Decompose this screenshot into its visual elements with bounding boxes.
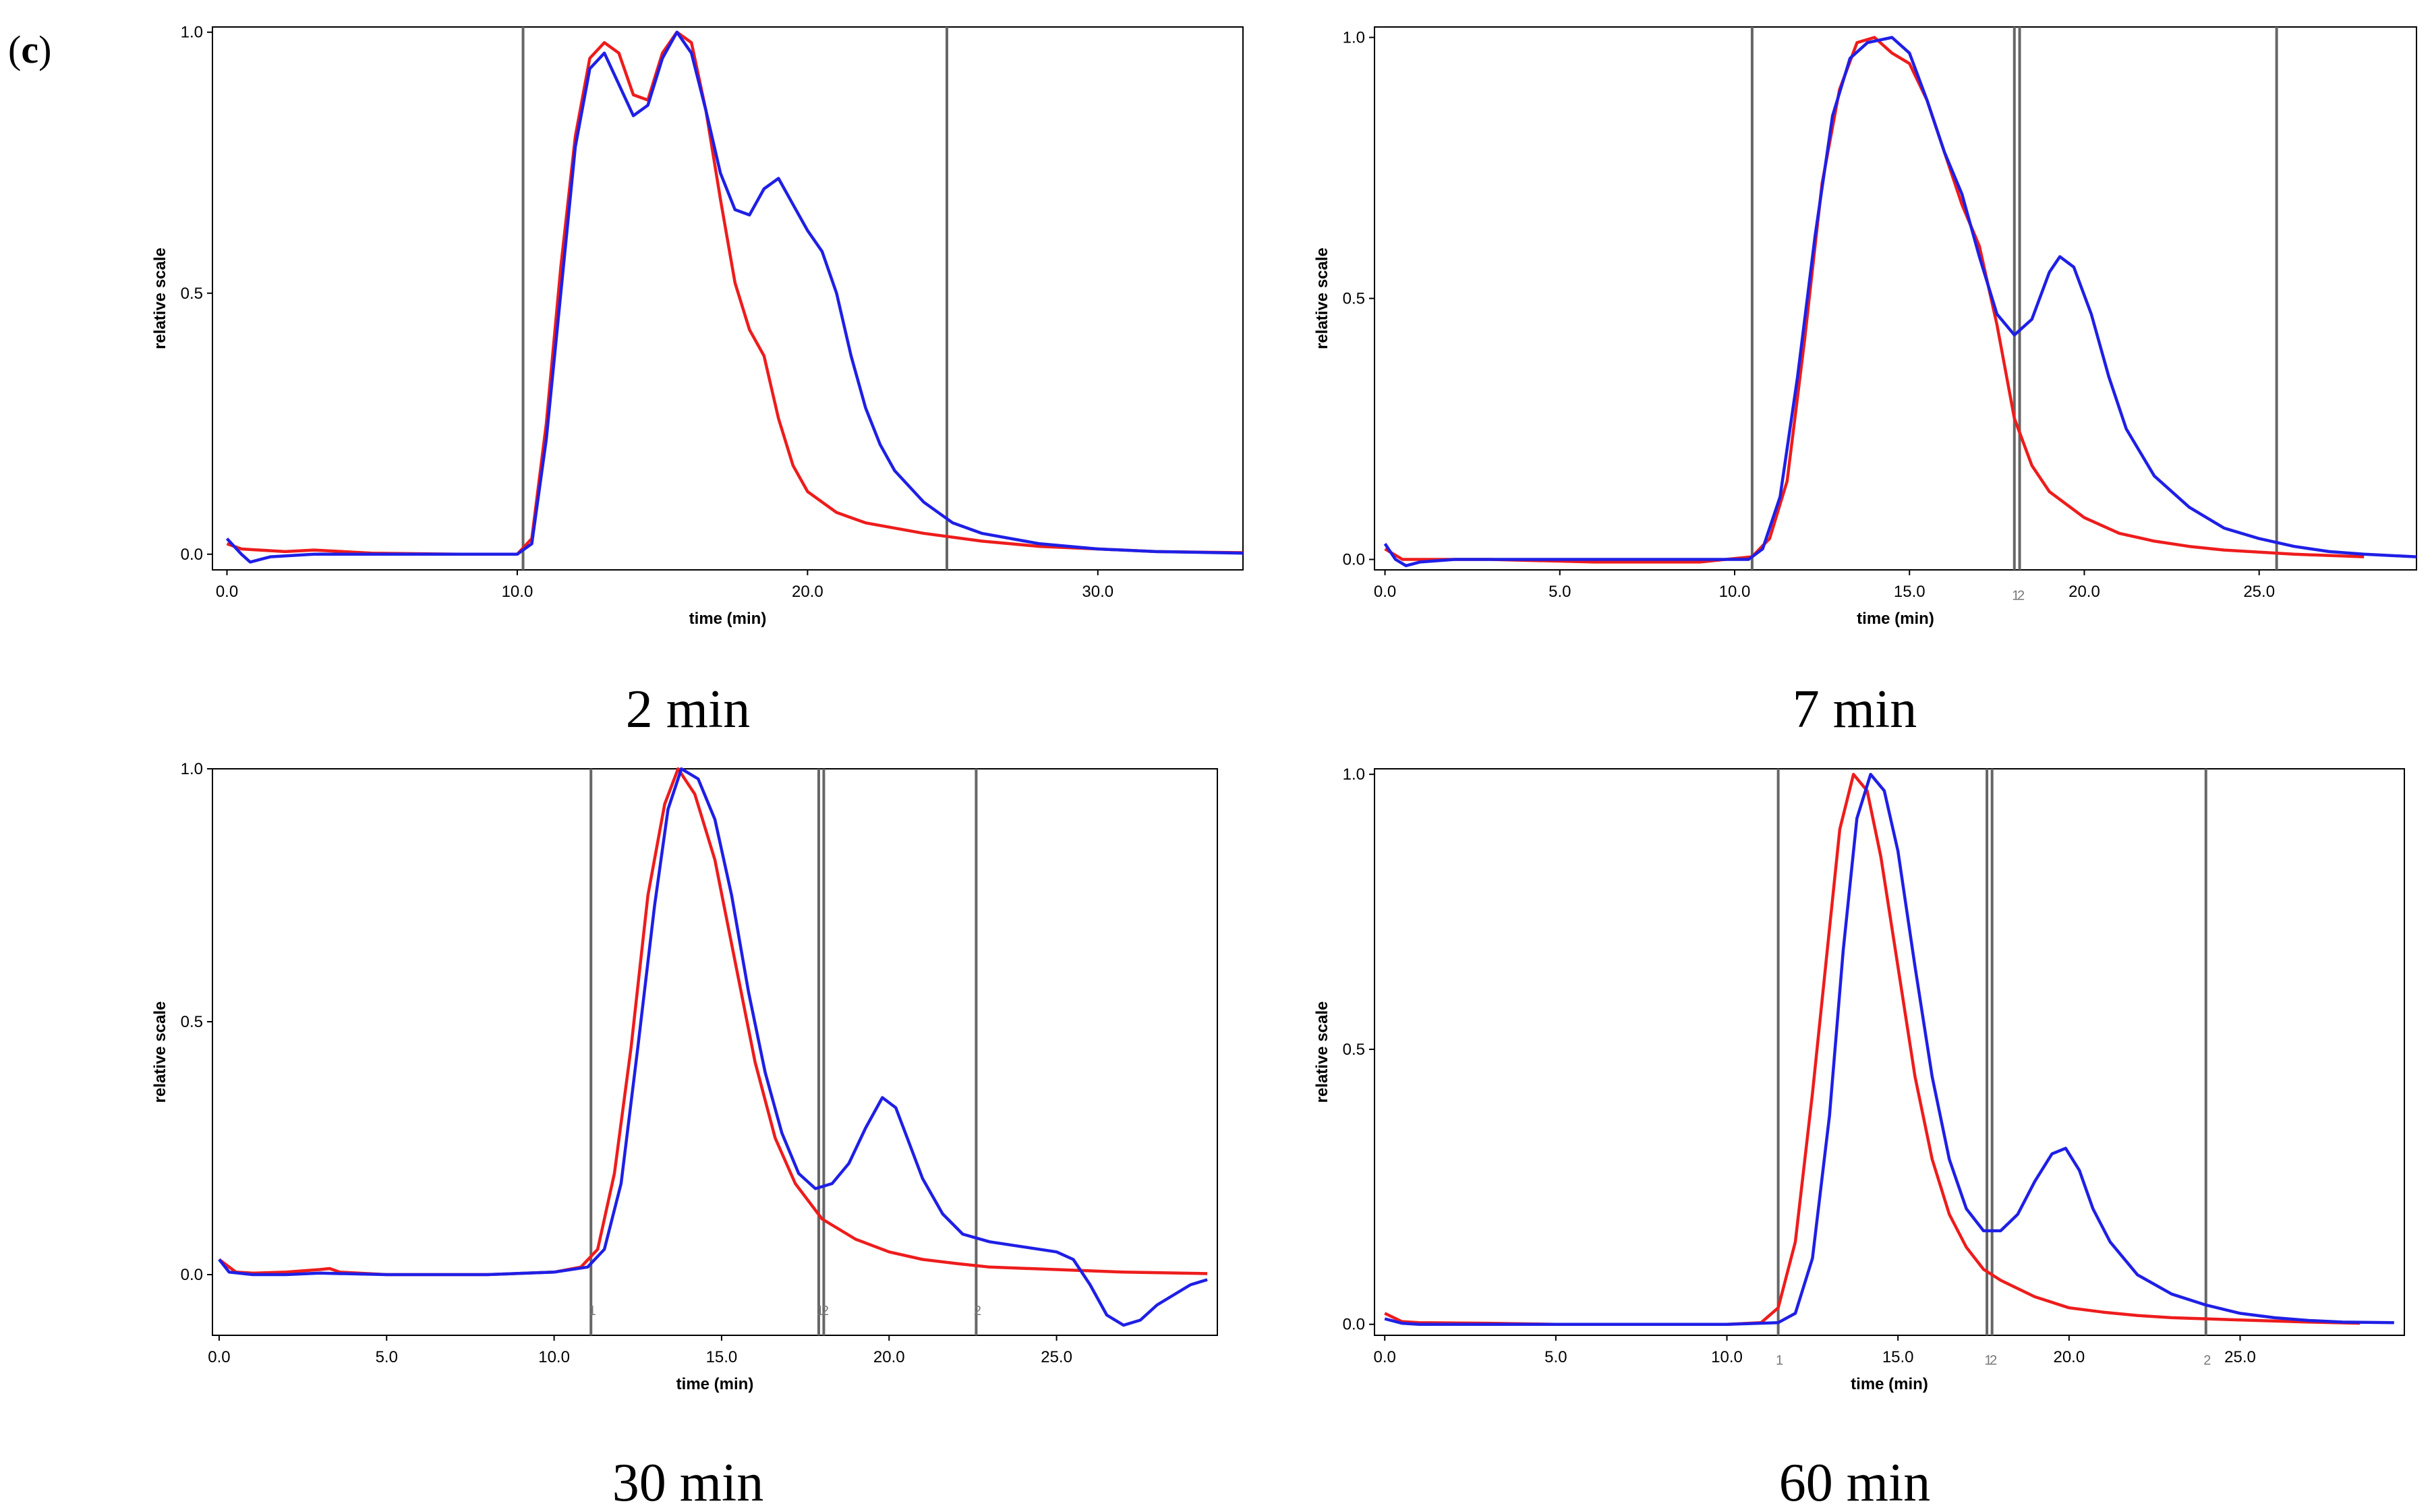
plot-frame [212, 26, 1244, 571]
y-axis-label: relative scale [1313, 248, 1331, 349]
region-marker-label: 2 [2017, 589, 2025, 604]
x-tick-label: 10.0 [538, 1348, 570, 1366]
x-tick-label: 10.0 [1719, 583, 1751, 601]
y-tick-label: 0.0 [1343, 551, 1365, 569]
x-tick-label: 5.0 [1544, 1348, 1567, 1366]
x-tick-label: 15.0 [706, 1348, 738, 1366]
region-marker-label: 1 [1776, 1354, 1783, 1368]
y-tick-label: 0.5 [1343, 290, 1365, 308]
x-axis-label: time (min) [689, 610, 767, 628]
x-tick-label: 20.0 [2068, 583, 2100, 601]
region-marker-label: 1 [1985, 1354, 1992, 1368]
region-marker-label: 2 [1990, 1354, 1997, 1368]
y-tick-label: 1.0 [181, 760, 203, 778]
y-axis-label: relative scale [1313, 1001, 1331, 1103]
x-tick-label: 10.0 [1711, 1348, 1743, 1366]
x-tick-label: 20.0 [2053, 1348, 2085, 1366]
series-line-red [1384, 36, 2365, 564]
plot-frame [1374, 768, 2405, 1336]
series-line-red [218, 767, 1208, 1277]
panel-caption: 7 min [1793, 680, 1917, 739]
y-tick-label: 0.0 [181, 546, 203, 564]
x-tick-label: 5.0 [1548, 583, 1571, 601]
x-axis-label: time (min) [1857, 610, 1934, 628]
y-axis-label: relative scale [151, 1001, 169, 1103]
plot-frame [212, 768, 1218, 1336]
region-marker-label: 2 [821, 1304, 829, 1318]
x-tick-label: 25.0 [2243, 583, 2275, 601]
region-marker-label: 1 [2012, 589, 2019, 604]
y-tick-label: 0.5 [181, 1013, 203, 1031]
x-tick-label: 0.0 [1374, 583, 1396, 601]
plot-frame [1374, 26, 2417, 571]
x-tick-label: 30.0 [1082, 583, 1113, 601]
y-tick-label: 0.5 [1343, 1041, 1365, 1059]
y-tick-label: 0.0 [1343, 1316, 1365, 1334]
chart-panel-4: 0.0 0.5 1.0 0.0 5.0 10.0 15.0 20.0 25.0 time (min… [1313, 765, 2405, 1512]
y-tick-label: 1.0 [1343, 28, 1365, 47]
y-tick-label: 0.5 [181, 285, 203, 303]
x-tick-label: 20.0 [873, 1348, 905, 1366]
y-axis-label: relative scale [151, 248, 169, 349]
y-tick-label: 0.0 [181, 1266, 203, 1284]
x-tick-label: 5.0 [376, 1348, 398, 1366]
panel-caption: 30 min [612, 1453, 763, 1512]
region-marker-label: 2 [2203, 1354, 2211, 1368]
x-axis-label: time (min) [1851, 1375, 1928, 1393]
series-line-blue [1384, 772, 2394, 1326]
x-tick-label: 15.0 [1882, 1348, 1914, 1366]
series-line-red [1384, 772, 2361, 1326]
x-tick-label: 20.0 [792, 583, 823, 601]
x-tick-label: 25.0 [2224, 1348, 2256, 1366]
y-tick-label: 1.0 [1343, 765, 1365, 784]
series-line-blue [1383, 36, 2417, 568]
x-tick-label: 0.0 [216, 583, 238, 601]
x-tick-label: 10.0 [502, 583, 533, 601]
series-line-blue [225, 30, 1244, 564]
x-tick-label: 0.0 [208, 1348, 230, 1366]
chart-panel-3: 0.0 0.5 1.0 0.0 5.0 10.0 15.0 20.0 25.0 time (min… [151, 760, 1218, 1512]
panel-caption: 60 min [1779, 1453, 1930, 1512]
x-tick-label: 0.0 [1374, 1348, 1396, 1366]
panel-label: (c) [8, 28, 52, 71]
x-tick-label: 15.0 [1894, 583, 1926, 601]
chart-panel-1: 0.0 0.5 1.0 0.0 10.0 20.0 30.0 time (min) relati… [151, 24, 1244, 739]
region-marker-label: 1 [816, 1304, 823, 1318]
chart-panel-2: 0.0 0.5 1.0 0.0 5.0 10.0 15.0 20.0 25.0 time (min… [1313, 26, 2417, 739]
region-marker-label: 2 [974, 1304, 981, 1318]
x-tick-label: 25.0 [1041, 1348, 1072, 1366]
x-axis-label: time (min) [676, 1375, 754, 1393]
series-line-blue [218, 767, 1208, 1327]
series-line-red [226, 30, 1244, 556]
panel-caption: 2 min [626, 680, 750, 739]
region-marker-label: 1 [589, 1304, 596, 1318]
y-tick-label: 1.0 [181, 24, 203, 42]
